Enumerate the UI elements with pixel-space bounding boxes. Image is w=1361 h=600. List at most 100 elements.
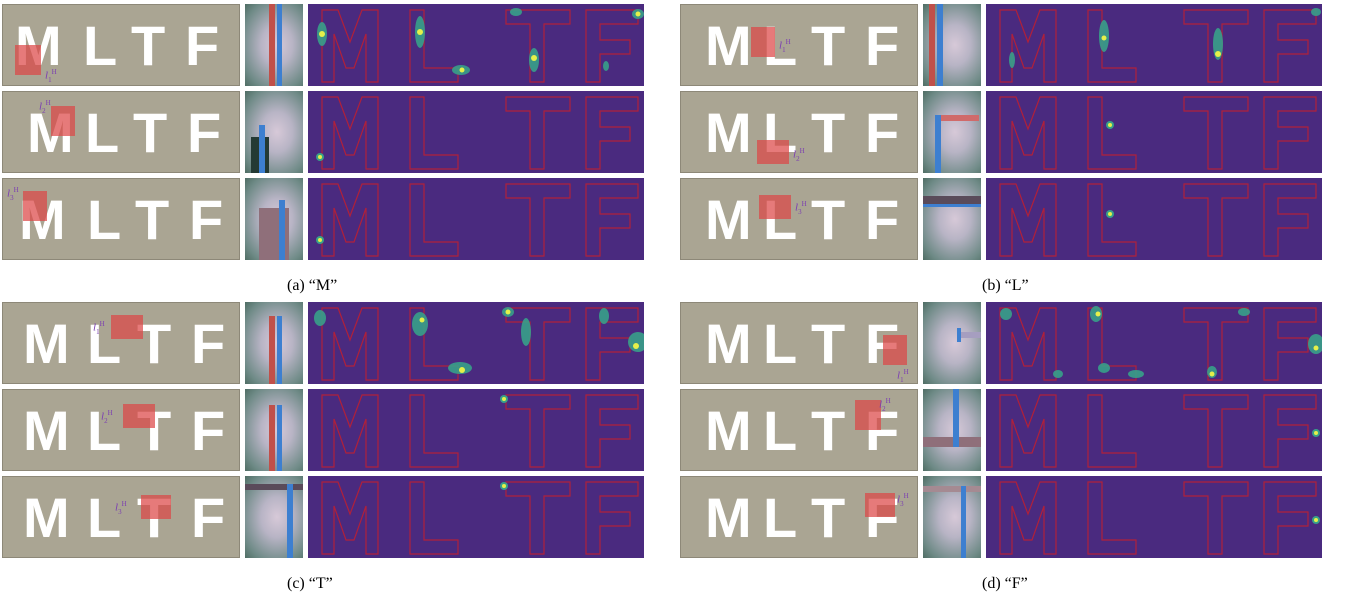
attention-heatmap: [986, 302, 1322, 384]
sign-letter-l: L: [87, 188, 122, 251]
caption-c: (c) “T”: [287, 575, 333, 592]
h-label: l2H: [879, 397, 891, 413]
feature-patch: [923, 178, 981, 260]
attention-heatmap: [308, 4, 644, 86]
highlight-box: [23, 191, 47, 221]
sign-image: M L T F l2H: [680, 91, 918, 173]
feature-patch: [923, 91, 981, 173]
sign-letter-t: T: [131, 14, 166, 77]
caption-a: (a) “M”: [287, 277, 338, 294]
feature-patch: [245, 4, 303, 86]
highlight-box: [15, 45, 41, 75]
highlight-box: [757, 140, 789, 164]
row-b3: M L T F l3H: [680, 178, 1322, 260]
highlight-box: [141, 495, 171, 519]
sign-letter-m: M: [705, 101, 752, 164]
sign-letter-l: L: [87, 399, 122, 462]
sign-letter-t: T: [811, 14, 846, 77]
sign-image: M L T F l1H: [680, 302, 918, 384]
h-label: l3H: [795, 200, 807, 216]
h-label: l1H: [779, 38, 791, 54]
h-label: l2H: [101, 409, 113, 425]
row-a3: M L T F l3H: [2, 178, 644, 260]
sign-letter-l: L: [85, 101, 120, 164]
highlight-box: [759, 195, 791, 219]
sign-letter-t: T: [135, 188, 170, 251]
highlight-box: [883, 335, 907, 365]
h-label: l3H: [897, 492, 909, 508]
sign-letter-f: F: [185, 14, 220, 77]
sign-letter-t: T: [811, 101, 846, 164]
row-b1: M L T F l1H: [680, 4, 1322, 86]
h-label: l3H: [7, 186, 19, 202]
highlight-box: [51, 106, 75, 136]
h-label: l2H: [793, 147, 805, 163]
feature-patch: [245, 389, 303, 471]
sign-letter-l: L: [83, 14, 118, 77]
attention-heatmap: [308, 91, 644, 173]
row-c3: M L T F l3H: [2, 476, 644, 558]
sign-image: M L T F l1H: [680, 4, 918, 86]
highlight-box: [855, 400, 881, 430]
sign-letter-m: M: [23, 312, 70, 375]
attention-heatmap: [986, 178, 1322, 260]
sign-letter-m: M: [23, 486, 70, 549]
row-d1: M L T F l1H: [680, 302, 1322, 384]
sign-letter-t: T: [811, 312, 846, 375]
sign-letter-l: L: [763, 399, 798, 462]
panel-c: M L T F l1H: [2, 302, 644, 560]
highlight-box: [751, 27, 775, 57]
sign-letter-f: F: [865, 101, 900, 164]
feature-patch: [245, 91, 303, 173]
sign-letter-m: M: [705, 486, 752, 549]
h-label: l3H: [115, 500, 127, 516]
attention-heatmap: [308, 178, 644, 260]
row-c1: M L T F l1H: [2, 302, 644, 384]
sign-image: M L T F l2H: [680, 389, 918, 471]
sign-letter-m: M: [23, 399, 70, 462]
feature-patch: [923, 4, 981, 86]
highlight-box: [123, 404, 155, 428]
sign-letter-f: F: [191, 486, 226, 549]
feature-patch: [245, 178, 303, 260]
sign-image: M L T F l3H: [2, 178, 240, 260]
highlight-box: [111, 315, 143, 339]
h-label: l1H: [897, 368, 909, 384]
highlight-box: [865, 493, 895, 517]
sign-image: M L T F l2H: [2, 91, 240, 173]
caption-d: (d) “F”: [982, 575, 1028, 592]
feature-patch: [923, 476, 981, 558]
sign-letter-m: M: [705, 14, 752, 77]
sign-letter-m: M: [705, 399, 752, 462]
row-b2: M L T F l2H: [680, 91, 1322, 173]
sign-letter-m: M: [705, 312, 752, 375]
sign-letter-f: F: [191, 312, 226, 375]
panel-d: M L T F l1H: [680, 302, 1322, 560]
attention-heatmap: [308, 389, 644, 471]
sign-image: M L T F l3H: [680, 178, 918, 260]
sign-image: M L T F l1H: [2, 4, 240, 86]
sign-image: M L T F l2H: [2, 389, 240, 471]
attention-heatmap: [308, 302, 644, 384]
attention-heatmap: [986, 389, 1322, 471]
row-d3: M L T F l3H: [680, 476, 1322, 558]
attention-heatmap: [308, 476, 644, 558]
sign-letter-l: L: [763, 486, 798, 549]
sign-image: M L T F l1H: [2, 302, 240, 384]
sign-letter-f: F: [865, 14, 900, 77]
sign-letter-m: M: [705, 188, 752, 251]
sign-letter-t: T: [811, 486, 846, 549]
sign-letter-f: F: [189, 188, 224, 251]
panel-a: M L T F l1H: [2, 4, 644, 262]
row-a1: M L T F l1H: [2, 4, 644, 86]
feature-patch: [245, 476, 303, 558]
sign-image: M L T F l3H: [2, 476, 240, 558]
attention-heatmap: [986, 4, 1322, 86]
sign-letter-f: F: [865, 188, 900, 251]
sign-letter-t: T: [811, 188, 846, 251]
panel-b: M L T F l1H: [680, 4, 1322, 262]
feature-patch: [923, 389, 981, 471]
row-d2: M L T F l2H: [680, 389, 1322, 471]
sign-letter-l: L: [87, 486, 122, 549]
sign-letter-t: T: [133, 101, 168, 164]
